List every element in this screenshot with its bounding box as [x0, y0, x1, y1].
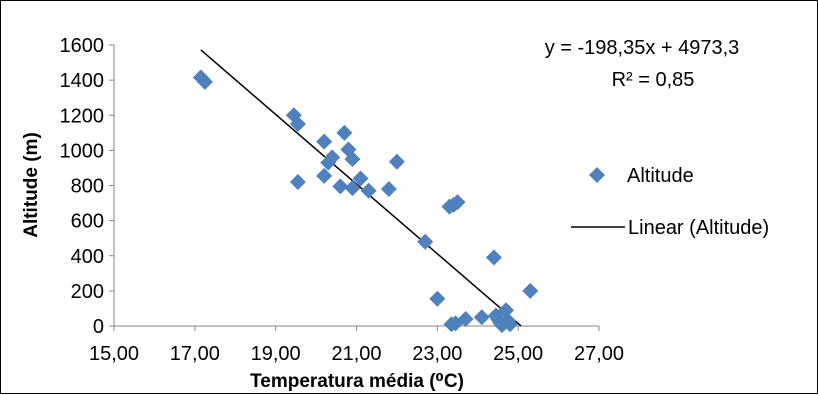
- y-tick-label: 200: [71, 281, 104, 303]
- data-point: [344, 151, 361, 168]
- data-point: [449, 194, 466, 211]
- y-tick-label: 800: [71, 176, 104, 198]
- x-tick-label: 15,00: [89, 343, 139, 365]
- data-point: [316, 167, 333, 184]
- trendline: [200, 49, 522, 327]
- data-point: [336, 124, 353, 141]
- y-tick-label: 600: [71, 211, 104, 233]
- y-tick-label: 400: [71, 246, 104, 268]
- x-tick-label: 21,00: [331, 343, 381, 365]
- y-tick-label: 1400: [60, 70, 105, 92]
- x-tick-label: 19,00: [251, 343, 301, 365]
- data-point: [380, 181, 397, 198]
- data-point: [289, 116, 306, 133]
- data-point: [429, 290, 446, 307]
- x-tick-label: 17,00: [170, 343, 220, 365]
- legend: Altitude Linear (Altitude): [571, 165, 769, 239]
- x-axis-title: Temperatura média (⁰C): [250, 371, 464, 392]
- data-point: [196, 73, 213, 90]
- legend-marker-altitude: [589, 167, 605, 183]
- data-point: [360, 182, 377, 199]
- data-point: [324, 149, 341, 166]
- y-axis-title: Altitude (m): [21, 132, 42, 238]
- data-point: [332, 178, 349, 195]
- r-squared-label: R² = 0,85: [612, 69, 695, 91]
- legend-label-linear: Linear (Altitude): [628, 217, 769, 239]
- data-point: [473, 309, 490, 326]
- y-tick-label: 1000: [60, 140, 105, 162]
- data-point: [522, 282, 539, 299]
- data-point: [388, 153, 405, 170]
- y-tick-label: 0: [93, 316, 104, 338]
- data-points: [192, 69, 539, 334]
- data-point: [344, 180, 361, 197]
- data-point: [289, 173, 306, 190]
- y-tick-label: 1600: [60, 35, 105, 57]
- trendline-equation: y = -198,35x + 4973,3: [545, 37, 740, 59]
- data-point: [502, 316, 519, 333]
- legend-label-altitude: Altitude: [627, 165, 694, 187]
- x-tick-label: 27,00: [574, 343, 624, 365]
- data-point: [498, 302, 515, 319]
- data-point: [417, 233, 434, 250]
- data-point: [316, 133, 333, 150]
- axes: 0 200 400 600 800 1000 1200 1400 1600 15,00 17,00 1…: [60, 35, 625, 365]
- y-tick-label: 1200: [60, 105, 105, 127]
- trendline-group: [200, 49, 522, 327]
- data-point: [457, 310, 474, 327]
- data-point: [352, 170, 369, 187]
- x-tick-label: 25,00: [493, 343, 543, 365]
- x-tick-label: 23,00: [412, 343, 462, 365]
- data-point: [485, 249, 502, 266]
